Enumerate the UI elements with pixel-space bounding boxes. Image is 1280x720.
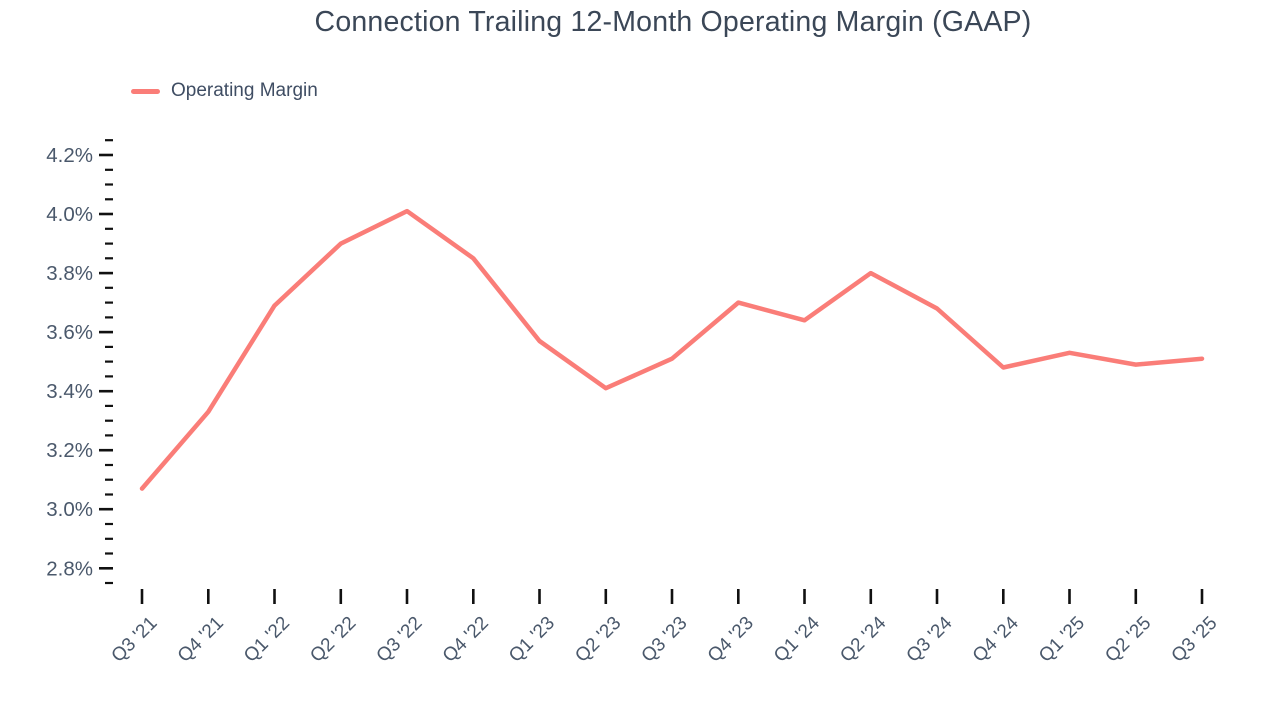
y-axis-label: 2.8% xyxy=(46,557,93,580)
x-axis-label: Q3 '21 xyxy=(108,613,162,667)
x-axis-label: Q2 '22 xyxy=(306,613,360,667)
y-axis-label: 3.8% xyxy=(46,262,93,285)
y-axis-label: 3.6% xyxy=(46,321,93,344)
legend-label: Operating Margin xyxy=(171,80,318,101)
legend-line-swatch xyxy=(131,88,160,94)
y-axis-label: 4.2% xyxy=(46,144,93,167)
x-axis-label: Q3 '22 xyxy=(373,613,427,667)
x-axis-label: Q1 '25 xyxy=(1035,613,1089,667)
x-axis-label: Q3 '23 xyxy=(638,613,692,667)
y-axis-label: 4.0% xyxy=(46,203,93,226)
x-axis-label: Q3 '25 xyxy=(1168,613,1222,667)
x-axis-label: Q1 '23 xyxy=(505,613,559,667)
x-axis-label: Q4 '21 xyxy=(174,613,228,667)
operating-margin-line xyxy=(139,208,1205,491)
y-axis-label: 3.2% xyxy=(46,439,93,462)
x-axis-label: Q4 '24 xyxy=(969,612,1023,666)
y-axis-label: 3.4% xyxy=(46,380,93,403)
x-axis-label: Q1 '24 xyxy=(770,612,824,666)
legend: Operating Margin xyxy=(131,80,318,102)
x-axis-label: Q1 '22 xyxy=(240,613,294,667)
x-axis-label: Q2 '23 xyxy=(571,613,625,667)
y-axis-label: 3.0% xyxy=(46,498,93,521)
chart-title: Connection Trailing 12-Month Operating M… xyxy=(314,6,1032,38)
x-axis-label: Q2 '25 xyxy=(1101,613,1155,667)
x-axis-label: Q4 '23 xyxy=(704,613,758,667)
x-axis-label: Q3 '24 xyxy=(903,612,957,666)
x-axis-label: Q2 '24 xyxy=(836,612,890,666)
x-axis-label: Q4 '22 xyxy=(439,613,493,667)
